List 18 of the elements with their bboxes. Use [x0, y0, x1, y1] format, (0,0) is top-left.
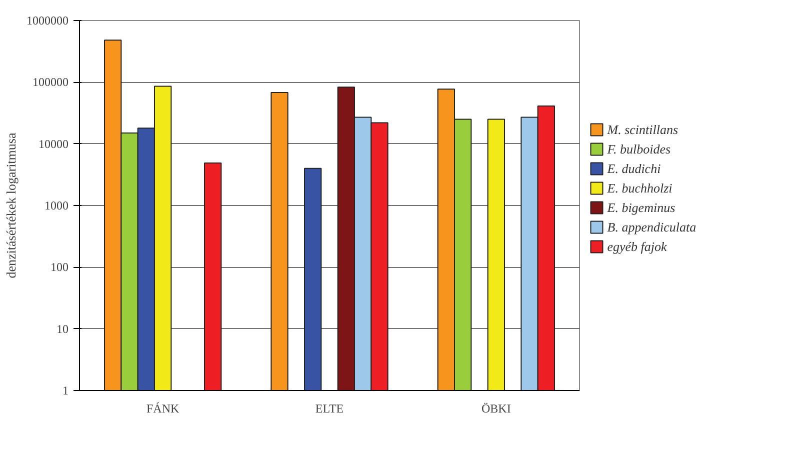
legend-label: egyéb fajok — [607, 239, 668, 254]
y-tick-label: 1000000 — [26, 14, 68, 28]
legend-label: F. bulboides — [606, 142, 671, 157]
legend-label: B. appendiculata — [607, 220, 697, 235]
y-tick-label: 100 — [50, 260, 68, 274]
x-tick-label: ÖBKI — [482, 402, 511, 416]
y-tick-label: 10000 — [38, 136, 68, 151]
legend-label: E. dudichi — [606, 161, 662, 176]
legend-label: E. buchholzi — [606, 180, 673, 196]
x-tick-label: FÁNK — [146, 402, 180, 416]
y-tick-label: 1000 — [44, 198, 68, 212]
y-tick-label: 100000 — [32, 75, 68, 90]
y-tick-label: 1 — [62, 384, 68, 398]
legend-label: E. bigeminus — [606, 200, 676, 216]
y-tick-label: 10 — [56, 322, 68, 336]
x-tick-label: ELTE — [315, 402, 344, 416]
y-axis-title: denzitásértékek logaritmusa — [4, 132, 18, 278]
legend-label: M. scintillans — [606, 122, 678, 138]
